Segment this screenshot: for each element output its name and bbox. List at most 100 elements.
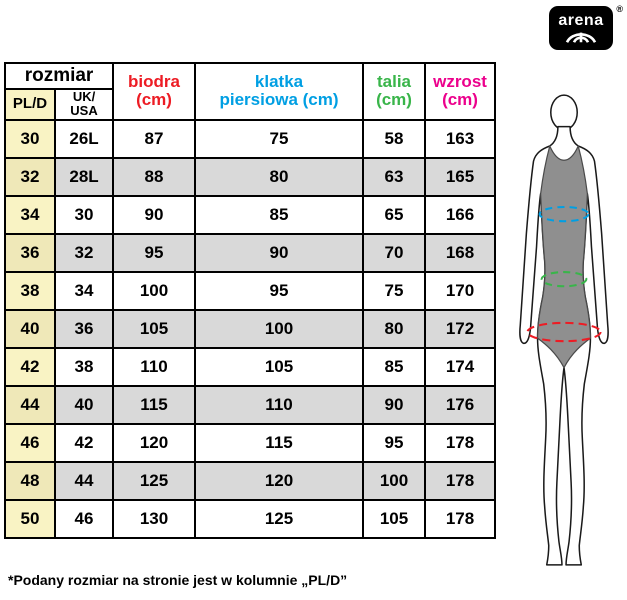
value-cell: 70 [362,232,427,273]
size-cell-pl: 36 [4,232,56,273]
value-cell: 38 [53,346,115,387]
chest-measure-ellipse [538,205,590,223]
header-row-1: rozmiar biodra (cm) klatka piersiowa (cm… [3,62,497,121]
value-cell: 95 [112,232,197,273]
header-row-2: PL/D UK/ USA [4,88,495,121]
value-cell: 90 [194,232,365,273]
size-table-body: 30 26L 87 75 58 163 32 28L 88 80 63 165 34 30 90 85 65 16… [4,118,497,539]
size-cell-pl: 38 [4,270,56,311]
value-cell: 36 [53,308,115,349]
size-table: rozmiar biodra (cm) klatka piersiowa (cm… [3,62,497,539]
value-cell: 165 [424,156,497,197]
table-row: 34 30 90 85 65 166 [4,194,497,235]
table-row: 42 38 110 105 85 174 [4,346,497,387]
swimsuit [536,145,592,369]
value-cell: 110 [194,384,365,425]
value-cell: 120 [112,422,197,463]
arena-logo: arena ® [549,4,623,50]
value-cell: 174 [424,346,497,387]
figure-head [550,94,578,131]
table-row: 40 36 105 100 80 172 [4,308,497,349]
table-row: 30 26L 87 75 58 163 [4,118,497,159]
value-cell: 178 [424,498,497,539]
value-cell: 130 [112,498,197,539]
registered-trademark: ® [616,4,623,14]
header-klatka-piersiowa: klatka piersiowa (cm) [194,62,365,121]
size-cell-pl: 40 [4,308,56,349]
table-row: 46 42 120 115 95 178 [4,422,497,463]
value-cell: 178 [424,460,497,501]
value-cell: 105 [194,346,365,387]
value-cell: 110 [112,346,197,387]
value-cell: 32 [53,232,115,273]
value-cell: 163 [424,118,497,159]
value-cell: 125 [194,498,365,539]
value-cell: 100 [112,270,197,311]
value-cell: 80 [194,156,365,197]
value-cell: 88 [112,156,197,197]
value-cell: 90 [362,384,427,425]
table-row: 38 34 100 95 75 170 [4,270,497,311]
value-cell: 115 [112,384,197,425]
footnote: *Podany rozmiar na stronie jest w kolumn… [8,572,348,588]
value-cell: 172 [424,308,497,349]
size-table-head: rozmiar biodra (cm) klatka piersiowa (cm… [3,62,497,121]
value-cell: 105 [362,498,427,539]
size-cell-pl: 46 [4,422,56,463]
value-cell: 176 [424,384,497,425]
table-row: 32 28L 88 80 63 165 [4,156,497,197]
value-cell: 115 [194,422,365,463]
value-cell: 87 [112,118,197,159]
size-cell-pl: 42 [4,346,56,387]
size-cell-pl: 50 [4,498,56,539]
size-cell-pl: 34 [4,194,56,235]
value-cell: 28L [53,156,115,197]
value-cell: 30 [53,194,115,235]
value-cell: 75 [194,118,365,159]
value-cell: 178 [424,422,497,463]
value-cell: 105 [112,308,197,349]
value-cell: 168 [424,232,497,273]
arena-mark-icon [565,32,597,43]
value-cell: 26L [53,118,115,159]
header-uk-usa: UK/ USA [53,88,115,121]
header-pl-d: PL/D [4,88,56,121]
value-cell: 90 [112,194,197,235]
value-cell: 63 [362,156,427,197]
size-cell-pl: 32 [4,156,56,197]
header-biodra: biodra (cm) [112,62,197,121]
table-row: 44 40 115 110 90 176 [4,384,497,425]
value-cell: 95 [194,270,365,311]
value-cell: 170 [424,270,497,311]
size-cell-pl: 44 [4,384,56,425]
arena-wordmark: arena [558,11,604,29]
value-cell: 46 [53,498,115,539]
header-rozmiar: rozmiar [3,62,115,90]
value-cell: 100 [362,460,427,501]
size-cell-pl: 30 [4,118,56,159]
value-cell: 100 [194,308,365,349]
value-cell: 166 [424,194,497,235]
value-cell: 40 [53,384,115,425]
value-cell: 85 [362,346,427,387]
value-cell: 58 [362,118,427,159]
value-cell: 75 [362,270,427,311]
value-cell: 34 [53,270,115,311]
value-cell: 80 [362,308,427,349]
header-wzrost: wzrost (cm) [424,62,497,121]
waist-measure-ellipse [540,271,588,288]
table-row: 36 32 95 90 70 168 [4,232,497,273]
value-cell: 95 [362,422,427,463]
value-cell: 125 [112,460,197,501]
table-row: 48 44 125 120 100 178 [4,460,497,501]
table-row: 50 46 130 125 105 178 [4,498,497,539]
value-cell: 85 [194,194,365,235]
body-measurement-figure [503,84,625,576]
size-cell-pl: 48 [4,460,56,501]
arena-logo-box: arena [549,6,613,50]
value-cell: 120 [194,460,365,501]
value-cell: 44 [53,460,115,501]
value-cell: 42 [53,422,115,463]
header-talia: talia (cm) [362,62,427,121]
